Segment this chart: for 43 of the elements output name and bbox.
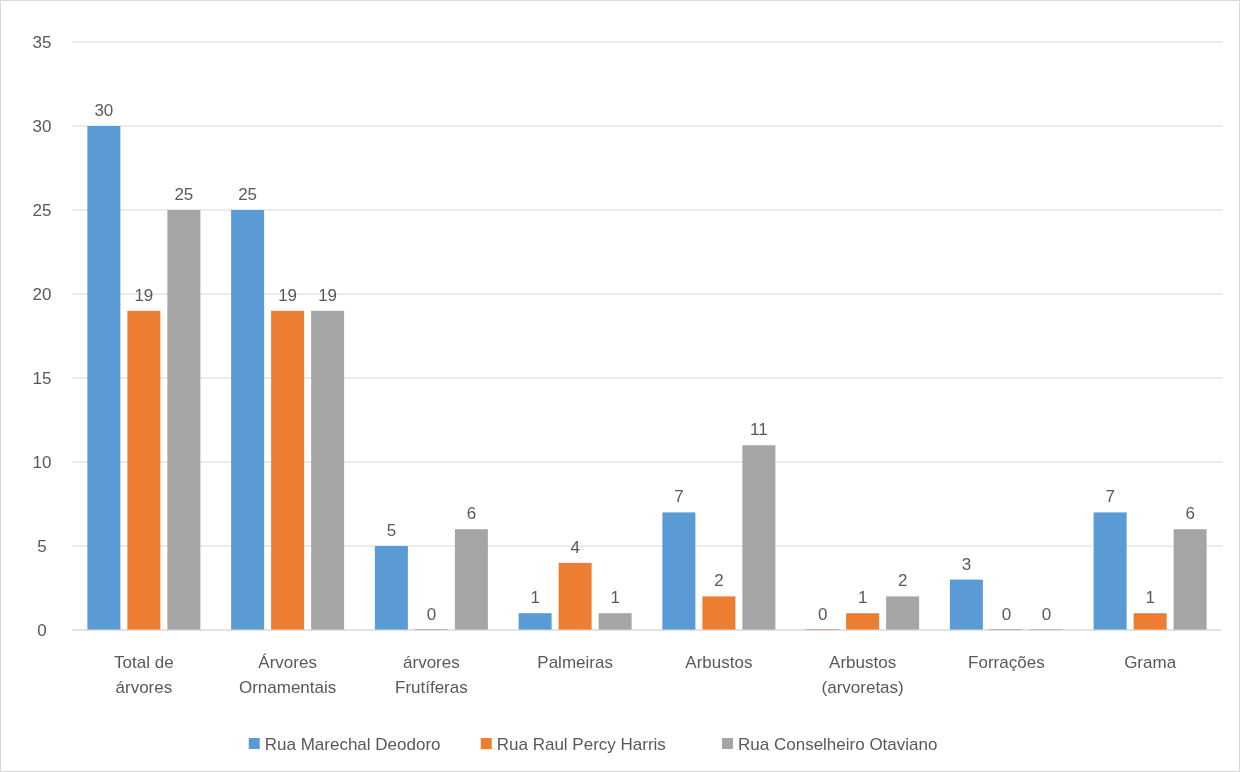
- data-label: 11: [750, 420, 768, 440]
- data-label: 2: [714, 571, 724, 591]
- x-tick-label: Arbustos (arvoretas): [821, 653, 904, 697]
- data-label: 2: [897, 571, 908, 591]
- y-tick-label: 35: [32, 32, 52, 52]
- y-tick-label: 30: [32, 116, 52, 136]
- data-label: 5: [386, 521, 397, 540]
- data-label: 0: [426, 605, 437, 624]
- data-label: 1: [610, 588, 620, 608]
- x-tick-label: Árvores Ornamentais: [238, 653, 337, 697]
- data-label: 6: [466, 504, 477, 524]
- data-label: 0: [817, 605, 828, 624]
- y-tick-label: 20: [32, 284, 52, 304]
- y-tick-label: 0: [37, 620, 47, 640]
- x-tick-label: Arbustos: [685, 653, 753, 672]
- data-label: 19: [134, 285, 154, 305]
- x-tick-label: Grama: [1124, 653, 1177, 672]
- y-tick-label: 5: [37, 536, 47, 556]
- legend-label: Rua Marechal Deodoro: [264, 734, 441, 754]
- legend-label: Rua Conselheiro Otaviano: [738, 734, 938, 754]
- data-label: 6: [1185, 504, 1195, 524]
- data-label: 1: [1145, 588, 1155, 608]
- data-label: 4: [570, 537, 580, 557]
- data-label: 0: [1001, 605, 1012, 624]
- data-label: 7: [674, 487, 684, 507]
- data-label: 0: [1041, 605, 1052, 624]
- data-label: 1: [530, 588, 540, 608]
- y-tick-label: 15: [32, 368, 52, 388]
- data-label: 25: [238, 185, 258, 204]
- y-tick-label: 10: [32, 452, 52, 472]
- data-label: 7: [1105, 487, 1115, 507]
- x-tick-label: Palmeiras: [537, 653, 613, 672]
- x-tick-label: árvores Frutíferas: [395, 653, 468, 697]
- data-label: 19: [318, 285, 338, 305]
- legend-label: Rua Raul Percy Harris: [496, 734, 666, 754]
- data-label: 19: [278, 285, 298, 305]
- data-label: 30: [94, 101, 114, 120]
- y-tick-label: 25: [32, 200, 52, 220]
- data-label: 25: [174, 185, 194, 204]
- x-tick-label: Forrações: [968, 653, 1045, 672]
- data-label: 3: [961, 554, 972, 574]
- data-label: 1: [857, 588, 868, 608]
- x-tick-label: Total de árvores: [114, 653, 174, 697]
